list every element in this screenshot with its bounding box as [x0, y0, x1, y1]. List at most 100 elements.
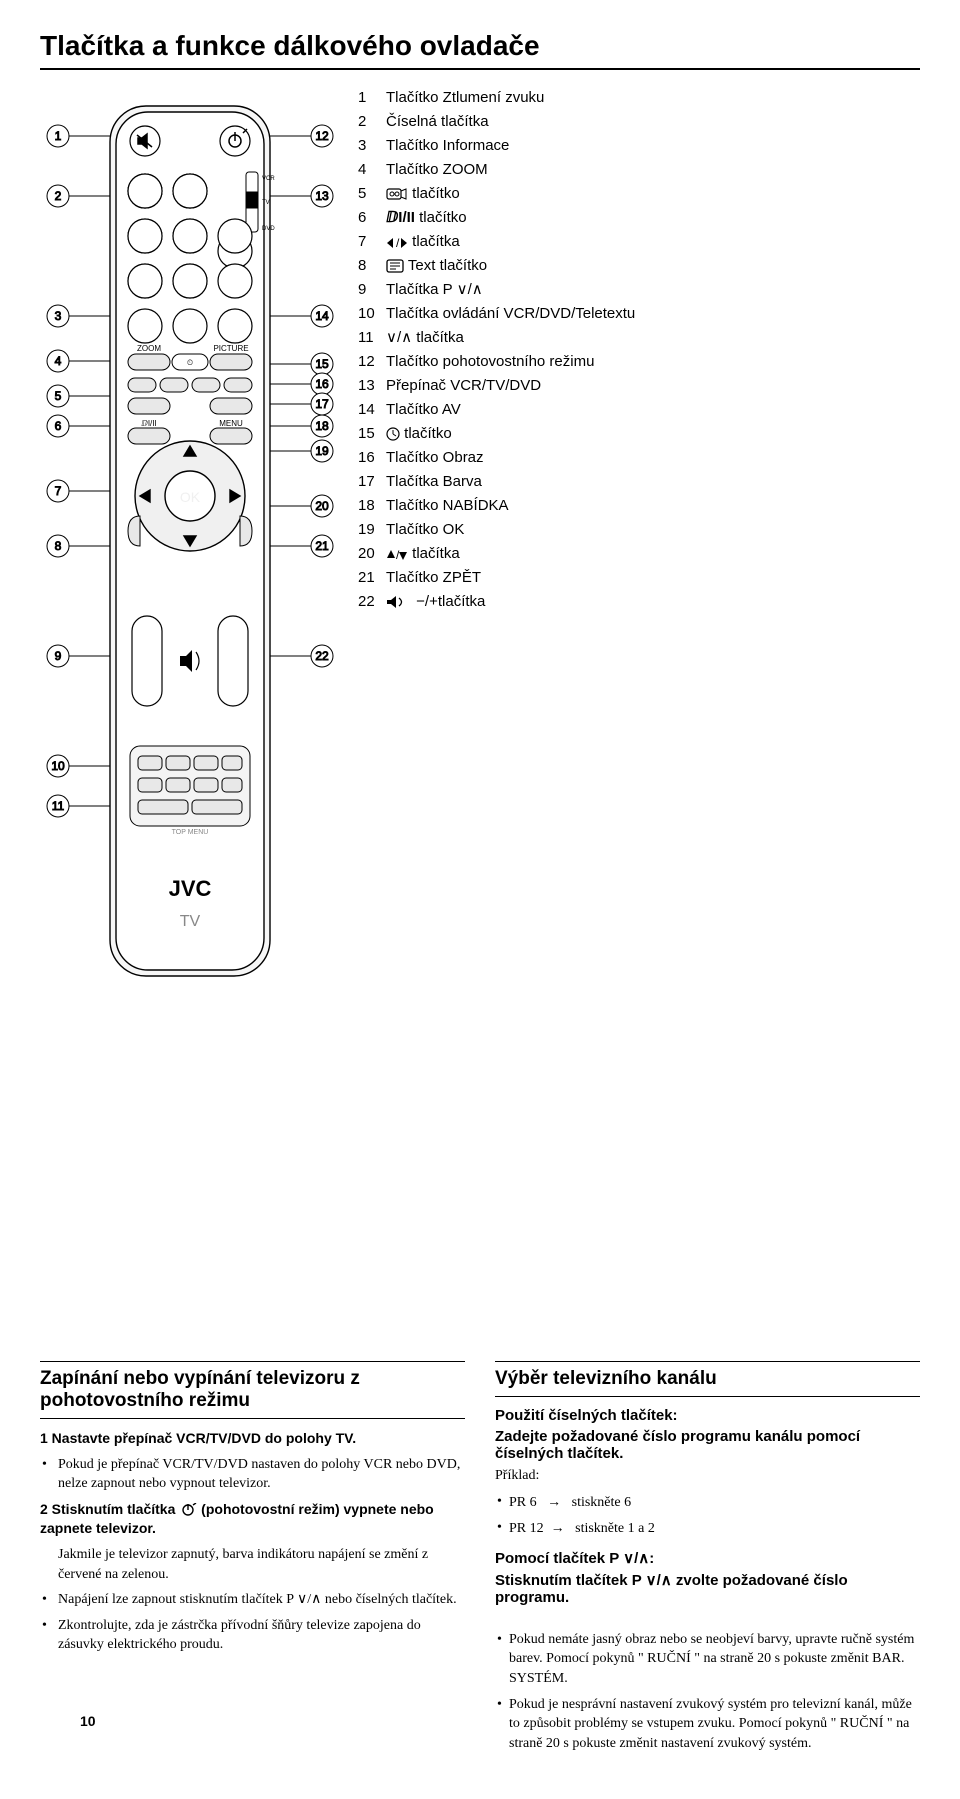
svg-text:3: 3	[55, 309, 62, 323]
button-list-item: 13Přepínač VCR/TV/DVD	[358, 374, 920, 398]
leftright-icon: /	[386, 233, 408, 250]
svg-text:9: 9	[231, 274, 240, 291]
button-list-item: 4Tlačítko ZOOM	[358, 158, 920, 182]
svg-text:2: 2	[55, 189, 62, 203]
numeric-heading: Použití číselných tlačítek:	[495, 1407, 920, 1424]
svg-text:8: 8	[55, 539, 62, 553]
svg-text:14: 14	[315, 309, 329, 323]
svg-text:AV: AV	[228, 322, 243, 334]
svg-text:−: −	[227, 675, 239, 697]
svg-text:7: 7	[55, 484, 62, 498]
svg-text:1: 1	[55, 129, 62, 143]
text-icon	[386, 257, 404, 274]
button-list-item: 1Tlačítko Ztlumení zvuku	[358, 86, 920, 110]
button-list-item: 3Tlačítko Informace	[358, 134, 920, 158]
svg-text:9: 9	[55, 649, 62, 663]
button-list-item: 2Číselná tlačítka	[358, 110, 920, 134]
remote-illustration: 1 2 3 4 5 6 7 8 9 10 11 12 13 14 15 16	[40, 86, 340, 1001]
svg-text:0: 0	[186, 319, 195, 336]
svg-text:6: 6	[231, 229, 240, 246]
svg-text:5: 5	[186, 229, 195, 246]
svg-text:TOP MENU: TOP MENU	[172, 829, 209, 836]
vol-icon	[386, 593, 412, 610]
svg-text:7: 7	[141, 274, 150, 291]
svg-text:5: 5	[55, 389, 62, 403]
svg-text:/: /	[396, 549, 400, 561]
vnr-icon	[386, 185, 408, 202]
svg-text:TV: TV	[262, 200, 270, 206]
standby-step2: 2 Stisknutím tlačítka (pohotovostní reži…	[40, 1500, 465, 1539]
svg-text:4: 4	[55, 354, 62, 368]
svg-text:21: 21	[315, 539, 329, 553]
button-list-item: 12Tlačítko pohotovostního režimu	[358, 350, 920, 374]
svg-text:P: P	[142, 633, 153, 650]
svg-text:2: 2	[186, 184, 195, 201]
svg-text:1: 1	[141, 184, 150, 201]
svg-text:11: 11	[52, 799, 65, 813]
svg-text:22: 22	[315, 649, 329, 663]
updown-icon: /	[386, 545, 408, 562]
svg-text:ⅅI/II: ⅅI/II	[141, 419, 156, 428]
svg-text:18: 18	[315, 419, 329, 433]
button-list-item: 17Tlačítka Barva	[358, 470, 920, 494]
standby-icon	[179, 1501, 197, 1517]
svg-text:4: 4	[141, 229, 150, 246]
button-list-item: 19Tlačítko OK	[358, 518, 920, 542]
svg-text:PICTURE: PICTURE	[213, 344, 248, 353]
example-label: Příklad:	[495, 1466, 920, 1486]
button-list-item: 18Tlačítko NABÍDKA	[358, 494, 920, 518]
svg-text:DVD: DVD	[262, 226, 275, 232]
page-title: Tlačítka a funkce dálkového ovladače	[40, 30, 920, 70]
button-list-item: 9Tlačítka P ∨/∧	[358, 278, 920, 302]
odii-icon: ⅅI/II	[386, 209, 415, 226]
tip-2: Pokud je nesprávní nastavení zvukový sys…	[495, 1695, 920, 1754]
svg-text:JVC: JVC	[169, 876, 212, 901]
svg-text:15: 15	[315, 357, 329, 371]
button-list-item: 20/ tlačítka	[358, 542, 920, 566]
svg-text:20: 20	[315, 499, 329, 513]
svg-text:19: 19	[315, 444, 329, 458]
svg-text:OK: OK	[180, 489, 201, 505]
pva-heading: Pomocí tlačítek P ∨/∧:	[495, 1549, 920, 1567]
svg-text:6: 6	[55, 419, 62, 433]
svg-text:13: 13	[315, 189, 329, 203]
svg-text:VCR: VCR	[262, 176, 275, 182]
button-list-item: 22 −/+tlačítka	[358, 590, 920, 614]
svg-text:/: /	[396, 237, 400, 249]
clock-icon	[386, 425, 400, 442]
svg-text:i: i	[143, 319, 148, 336]
svg-text:TV: TV	[180, 913, 201, 930]
svg-text:ZOOM: ZOOM	[137, 344, 161, 353]
example-1: PR 6 → stiskněte 6	[495, 1492, 920, 1513]
button-list-item: 10Tlačítka ovládání VCR/DVD/Teletextu	[358, 302, 920, 326]
pva-body: Stisknutím tlačítek P ∨/∧ zvolte požadov…	[495, 1571, 920, 1606]
svg-text:10: 10	[51, 759, 65, 773]
svg-text:12: 12	[315, 129, 329, 143]
button-list-item: 15 tlačítko	[358, 422, 920, 446]
channel-section-title: Výběr televizního kanálu	[495, 1361, 920, 1397]
standby-bullet1: Napájení lze zapnout stisknutím tlačítek…	[40, 1590, 465, 1610]
button-list-item: 16Tlačítko Obraz	[358, 446, 920, 470]
svg-text:+: +	[228, 626, 239, 646]
page-number: 10	[80, 1713, 96, 1729]
svg-text:8: 8	[186, 274, 195, 291]
button-list-item: 6ⅅI/II tlačítko	[358, 206, 920, 230]
tip-1: Pokud nemáte jasný obraz nebo se neobjev…	[495, 1630, 920, 1689]
button-list-item: 7/ tlačítka	[358, 230, 920, 254]
button-list-item: 5 tlačítko	[358, 182, 920, 206]
svg-text:⏲: ⏲	[187, 358, 193, 367]
standby-step1: 1 Nastavte přepínač VCR/TV/DVD do polohy…	[40, 1429, 465, 1449]
button-list-item: 11∨/∧ tlačítka	[358, 326, 920, 350]
standby-step1-note: Pokud je přepínač VCR/TV/DVD nastaven do…	[40, 1455, 465, 1494]
button-function-list: 1Tlačítko Ztlumení zvuku2Číselná tlačítk…	[358, 86, 920, 614]
svg-text:17: 17	[315, 397, 329, 411]
button-list-item: 8 Text tlačítko	[358, 254, 920, 278]
numeric-body: Zadejte požadované číslo programu kanálu…	[495, 1428, 920, 1462]
standby-step2-note: Jakmile je televizor zapnutý, barva indi…	[40, 1545, 465, 1584]
button-list-item: 14Tlačítko AV	[358, 398, 920, 422]
standby-section-title: Zapínání nebo vypínání televizoru z poho…	[40, 1361, 465, 1419]
example-2: PR 12 → stiskněte 1 a 2	[495, 1518, 920, 1539]
svg-text:MENU: MENU	[219, 419, 243, 428]
button-list-item: 21Tlačítko ZPĚT	[358, 566, 920, 590]
standby-bullet2: Zkontrolujte, zda je zástrčka přívodní š…	[40, 1616, 465, 1655]
